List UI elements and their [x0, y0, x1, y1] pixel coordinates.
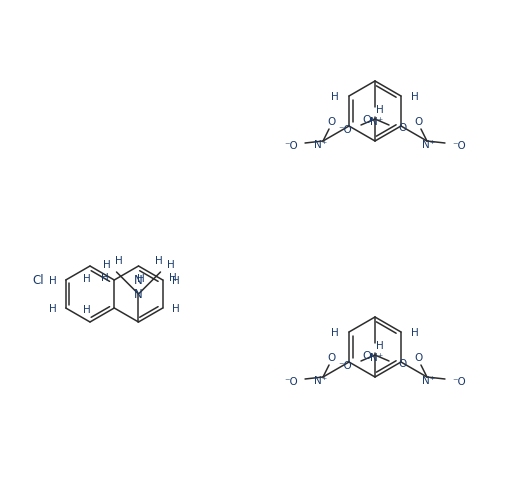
Text: O: O	[399, 123, 407, 133]
Text: O: O	[415, 117, 423, 127]
Text: O: O	[362, 115, 372, 125]
Text: ⁻O: ⁻O	[338, 360, 352, 370]
Text: H: H	[103, 260, 110, 269]
Text: O: O	[327, 117, 335, 127]
Text: N⁺: N⁺	[371, 352, 384, 362]
Text: H: H	[136, 274, 145, 283]
Text: H: H	[49, 303, 56, 313]
Text: H: H	[83, 304, 91, 314]
Text: ⁻O: ⁻O	[284, 376, 298, 386]
Text: O: O	[327, 352, 335, 362]
Text: ⁻O: ⁻O	[452, 141, 466, 151]
Text: Cl: Cl	[32, 274, 44, 287]
Text: H: H	[172, 303, 180, 313]
Text: ⁻O: ⁻O	[452, 376, 466, 386]
Text: H: H	[331, 327, 339, 337]
Text: H: H	[115, 255, 122, 265]
Text: H: H	[172, 276, 180, 286]
Text: H: H	[101, 273, 108, 282]
Text: H: H	[376, 340, 384, 350]
Text: N⁺: N⁺	[422, 375, 436, 385]
Text: H: H	[49, 276, 56, 286]
Text: O: O	[415, 352, 423, 362]
Text: H: H	[168, 273, 177, 282]
Text: ⁻O: ⁻O	[338, 125, 352, 135]
Text: N⁺: N⁺	[315, 140, 328, 150]
Text: N⁺: N⁺	[371, 117, 384, 127]
Text: H: H	[166, 260, 175, 269]
Text: O: O	[399, 358, 407, 368]
Text: H: H	[376, 105, 384, 115]
Text: ⁻O: ⁻O	[284, 141, 298, 151]
Text: H: H	[411, 92, 419, 102]
Text: N: N	[134, 273, 143, 286]
Text: N: N	[134, 288, 143, 301]
Text: H: H	[155, 255, 162, 265]
Text: H: H	[331, 92, 339, 102]
Text: H: H	[83, 274, 91, 283]
Text: H: H	[411, 327, 419, 337]
Text: N⁺: N⁺	[315, 375, 328, 385]
Text: N⁺: N⁺	[422, 140, 436, 150]
Text: O: O	[362, 350, 372, 360]
